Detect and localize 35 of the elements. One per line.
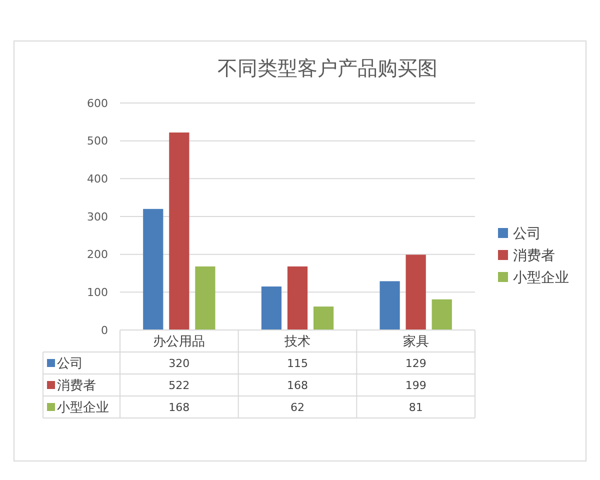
bar bbox=[261, 286, 282, 330]
chart-title: 不同类型客户产品购买图 bbox=[218, 56, 438, 80]
y-tick-label: 300 bbox=[87, 210, 108, 224]
y-tick-label: 200 bbox=[87, 248, 108, 262]
bar bbox=[143, 208, 164, 330]
text: 公司 bbox=[513, 226, 541, 242]
x-tick-label: 办公用品 bbox=[153, 334, 206, 350]
y-tick-label: 500 bbox=[87, 134, 108, 148]
data-label: 320 bbox=[168, 356, 190, 370]
bar bbox=[169, 132, 190, 330]
legend-label: 消费者 bbox=[513, 248, 555, 264]
bar bbox=[287, 266, 308, 330]
bar bbox=[432, 299, 452, 330]
data-label: 81 bbox=[408, 400, 423, 414]
y-tick-label: 400 bbox=[87, 172, 108, 186]
data-label: 129 bbox=[405, 356, 426, 370]
data-label: 168 bbox=[287, 378, 308, 392]
data-label: 62 bbox=[290, 400, 304, 414]
bar bbox=[195, 266, 216, 330]
text: 消费者 bbox=[57, 378, 96, 394]
bar bbox=[406, 254, 426, 330]
x-tick-label: 家具 bbox=[402, 334, 429, 350]
data-label: 522 bbox=[168, 378, 190, 392]
bar bbox=[313, 306, 334, 330]
y-tick-label: 600 bbox=[87, 96, 108, 110]
y-tick-label: 100 bbox=[87, 286, 108, 300]
data-label: 115 bbox=[287, 356, 308, 370]
legend-label: 小型企业 bbox=[513, 270, 569, 286]
data-label: 199 bbox=[405, 378, 426, 392]
x-tick-label: 技术 bbox=[284, 334, 310, 350]
legend-label: 公司 bbox=[57, 356, 83, 372]
bar bbox=[380, 281, 400, 330]
data-label: 168 bbox=[168, 400, 190, 414]
y-tick-label: 0 bbox=[101, 324, 108, 337]
text: 小型企业 bbox=[57, 400, 109, 416]
